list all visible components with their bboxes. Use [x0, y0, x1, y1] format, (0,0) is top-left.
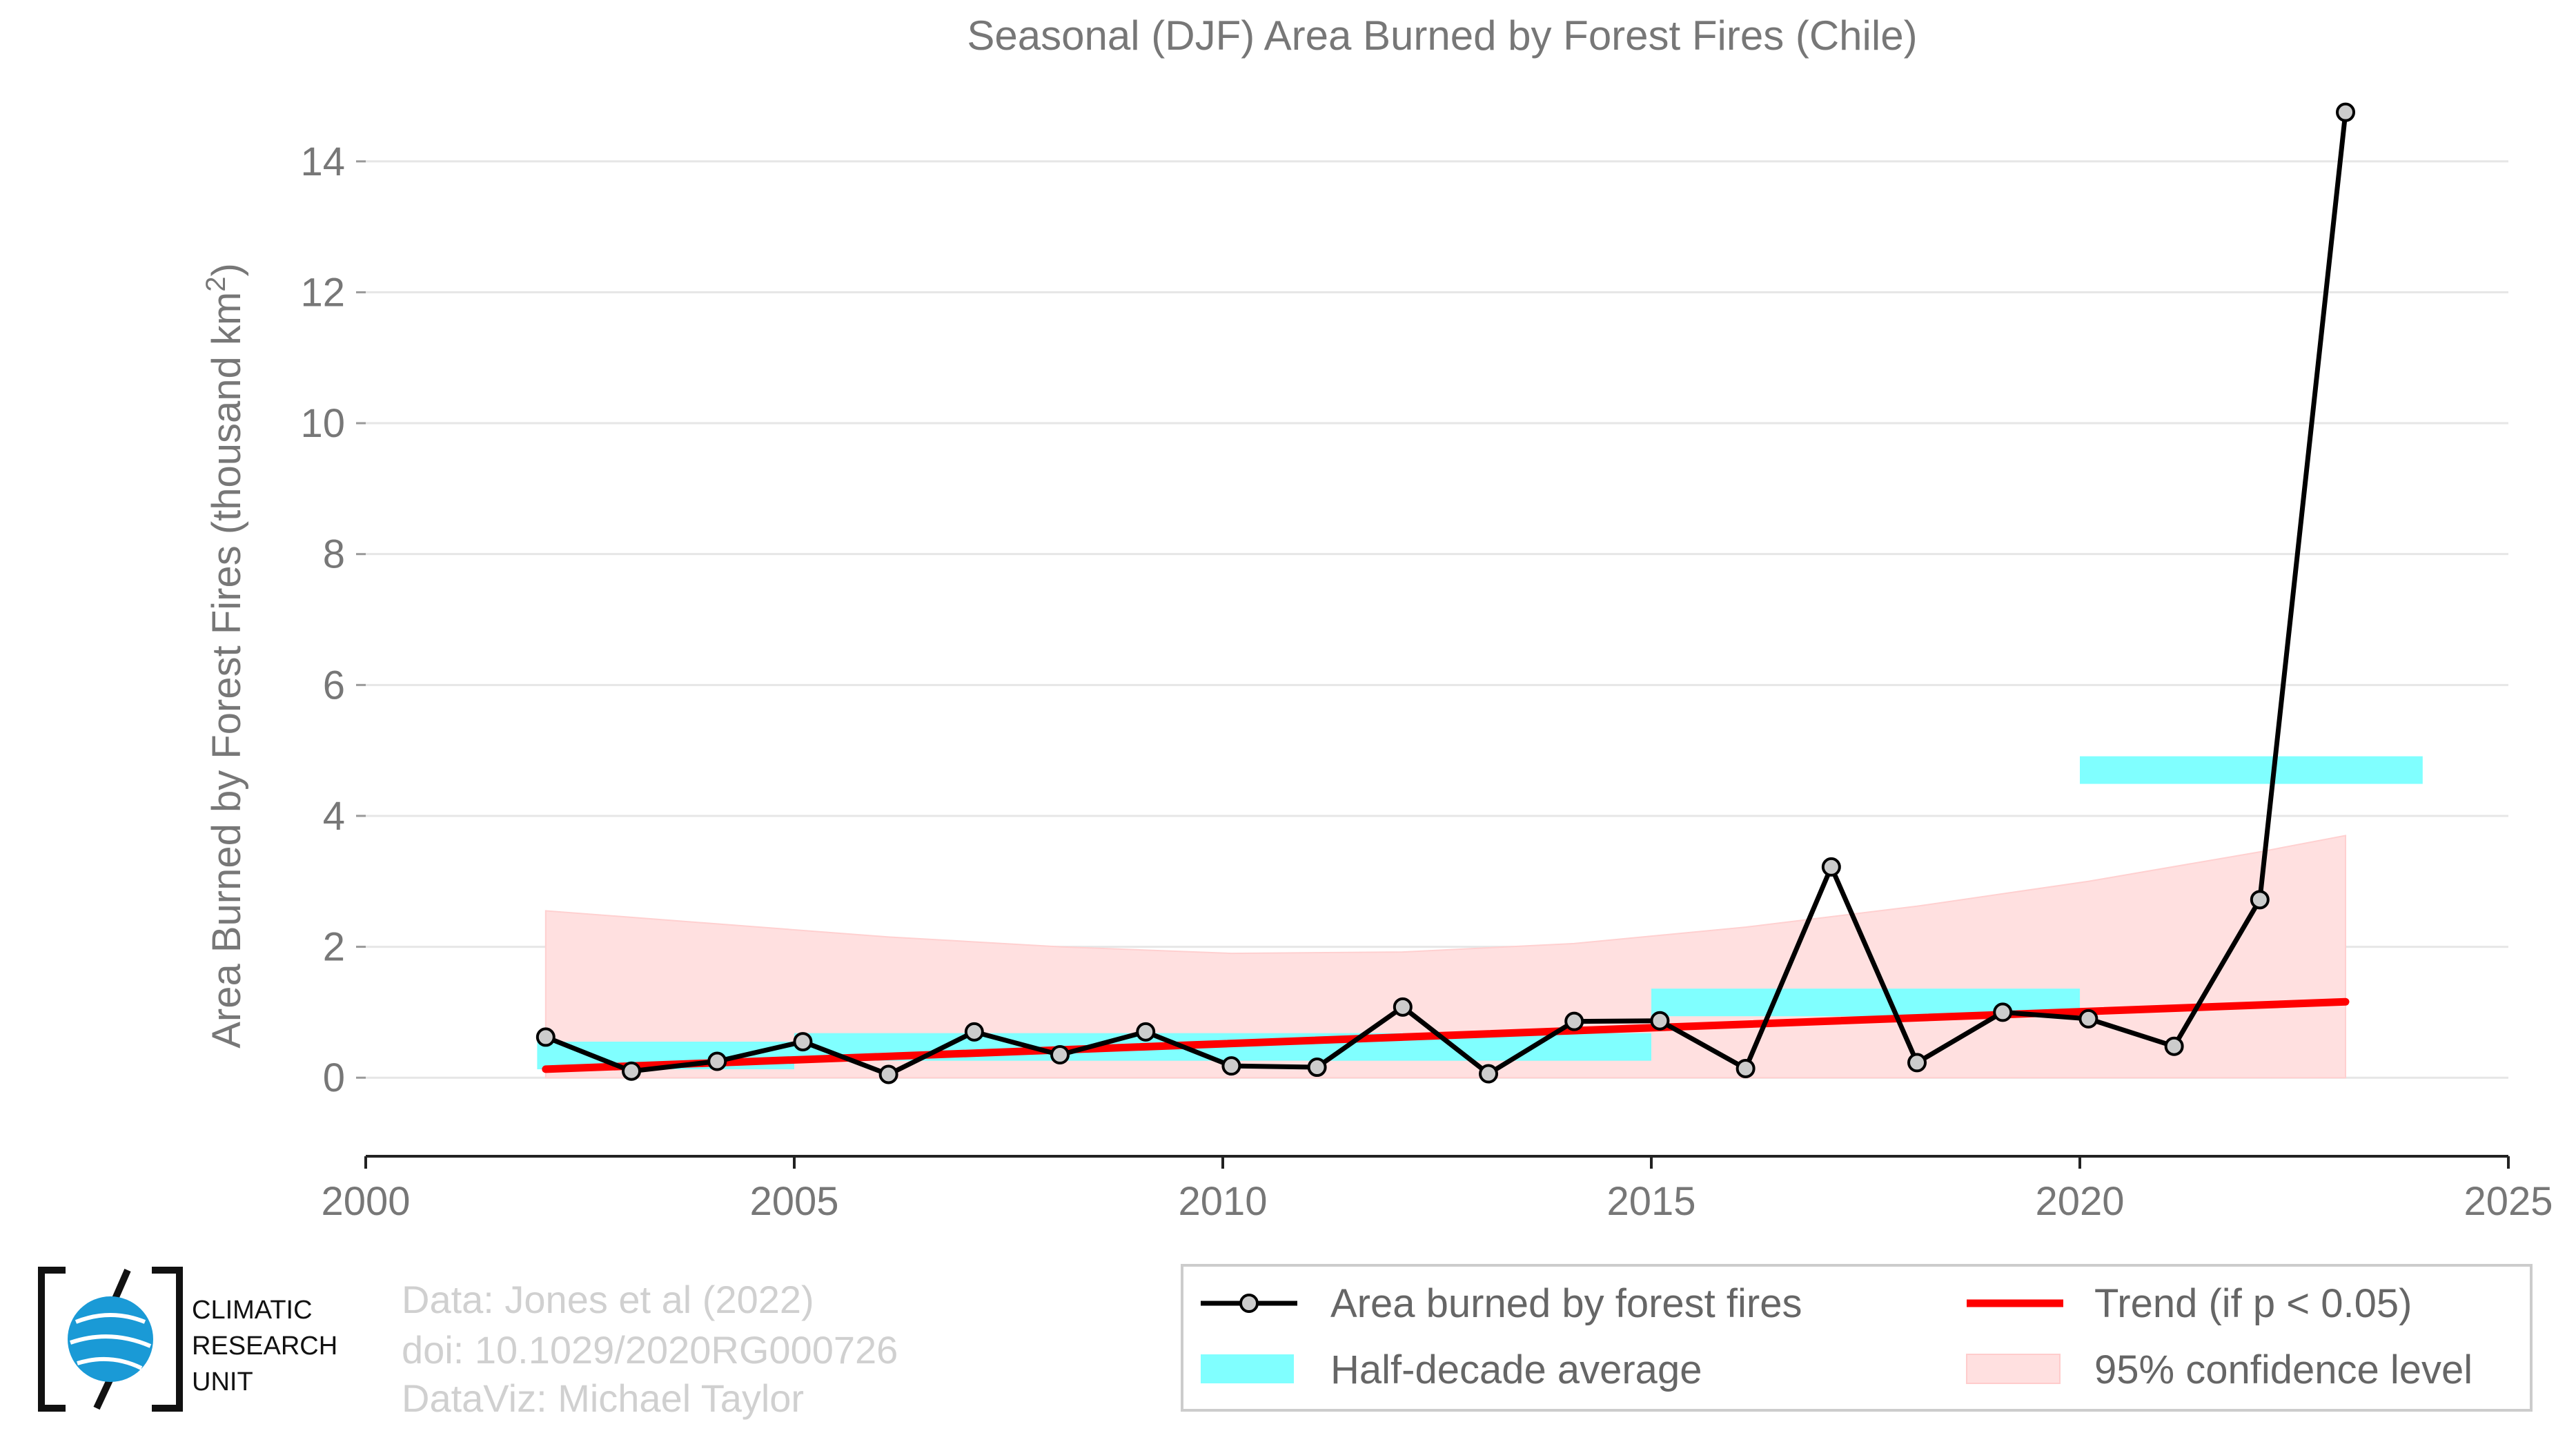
- credit-data: Data: Jones et al (2022): [402, 1278, 814, 1321]
- y-axis-label-sup: 2: [201, 277, 231, 292]
- y-tick-label-10: 10: [300, 401, 345, 446]
- data-point-19: [2164, 1036, 2184, 1056]
- legend-conf-label: 95% confidence level: [2094, 1347, 2472, 1392]
- legend-avg-swatch: [1201, 1354, 1294, 1383]
- y-tick-label-2: 2: [323, 925, 345, 970]
- globe-swirl-3: [77, 1356, 143, 1370]
- y-tick-label-12: 12: [300, 270, 345, 315]
- data-point-7: [1136, 1022, 1156, 1042]
- data-point-0: [535, 1027, 555, 1047]
- data-point-18: [2078, 1009, 2098, 1029]
- data-point-10: [1393, 997, 1413, 1017]
- logo-line-1: CLIMATIC: [192, 1296, 313, 1325]
- data-point-4: [878, 1064, 898, 1084]
- x-tick-label-2005: 2005: [749, 1179, 838, 1224]
- y-tick-label-0: 0: [323, 1055, 345, 1100]
- data-point-15: [1821, 857, 1841, 877]
- x-tick-label-2015: 2015: [1606, 1179, 1695, 1224]
- half-decade-bar-3: [2080, 756, 2423, 784]
- series-layer: [535, 102, 2356, 1084]
- legend-conf-swatch: [1966, 1354, 2061, 1384]
- y-tick-label-8: 8: [323, 532, 345, 577]
- data-point-21: [2336, 102, 2356, 122]
- data-point-6: [1050, 1045, 1070, 1065]
- data-point-14: [1736, 1058, 1756, 1078]
- x-tick-label-2020: 2020: [2035, 1179, 2124, 1224]
- globe-swirl-2: [70, 1334, 152, 1348]
- data-point-16: [1907, 1053, 1927, 1073]
- series-line: [544, 112, 2348, 1077]
- data-point-1: [622, 1061, 642, 1081]
- globe-swirl-1: [75, 1313, 146, 1324]
- chart-title: Seasonal (DJF) Area Burned by Forest Fir…: [967, 12, 1917, 59]
- legend: Area burned by forest fires Half-decade …: [1181, 1264, 2533, 1412]
- y-tick-label-14: 14: [300, 139, 345, 184]
- logo-bracket-right: [152, 1267, 183, 1412]
- y-axis-label: Area Burned by Forest Fires (thousand km…: [201, 263, 249, 1049]
- data-point-3: [793, 1032, 813, 1052]
- axis-layer: 0 2 4 6 8 10 12 14 2000 2005 2010 2015 2020 2025: [300, 139, 2553, 1224]
- data-point-20: [2250, 890, 2270, 910]
- x-tick-label-2025: 2025: [2464, 1179, 2553, 1224]
- cru-logo: CLIMATIC RESEARCH UNIT: [38, 1267, 337, 1412]
- x-tick-label-2010: 2010: [1178, 1179, 1267, 1224]
- y-axis-label-close: ): [204, 263, 249, 276]
- legend-line-marker: [1239, 1294, 1259, 1313]
- data-point-5: [964, 1022, 984, 1042]
- legend-line-label: Area burned by forest fires: [1330, 1281, 1802, 1326]
- data-point-2: [707, 1051, 727, 1071]
- legend-avg-label: Half-decade average: [1330, 1347, 1702, 1392]
- data-point-9: [1307, 1058, 1327, 1078]
- y-tick-label-4: 4: [323, 794, 345, 839]
- data-point-12: [1564, 1011, 1584, 1031]
- data-point-8: [1221, 1056, 1241, 1076]
- credit-dataviz: DataViz: Michael Taylor: [402, 1376, 804, 1420]
- y-tick-label-6: 6: [323, 663, 345, 708]
- legend-box: [1181, 1264, 2533, 1412]
- credit-doi: doi: 10.1029/2020RG000726: [402, 1328, 898, 1372]
- x-tick-label-2000: 2000: [321, 1179, 410, 1224]
- logo-line-2: RESEARCH: [192, 1332, 337, 1361]
- data-point-17: [1993, 1002, 2013, 1022]
- data-point-13: [1650, 1011, 1670, 1031]
- legend-trend-label: Trend (if p < 0.05): [2094, 1281, 2412, 1326]
- data-point-11: [1479, 1064, 1499, 1084]
- y-axis-label-main: Area Burned by Forest Fires (thousand km: [204, 292, 249, 1049]
- logo-line-3: UNIT: [192, 1367, 253, 1396]
- logo-bracket-left: [38, 1267, 66, 1412]
